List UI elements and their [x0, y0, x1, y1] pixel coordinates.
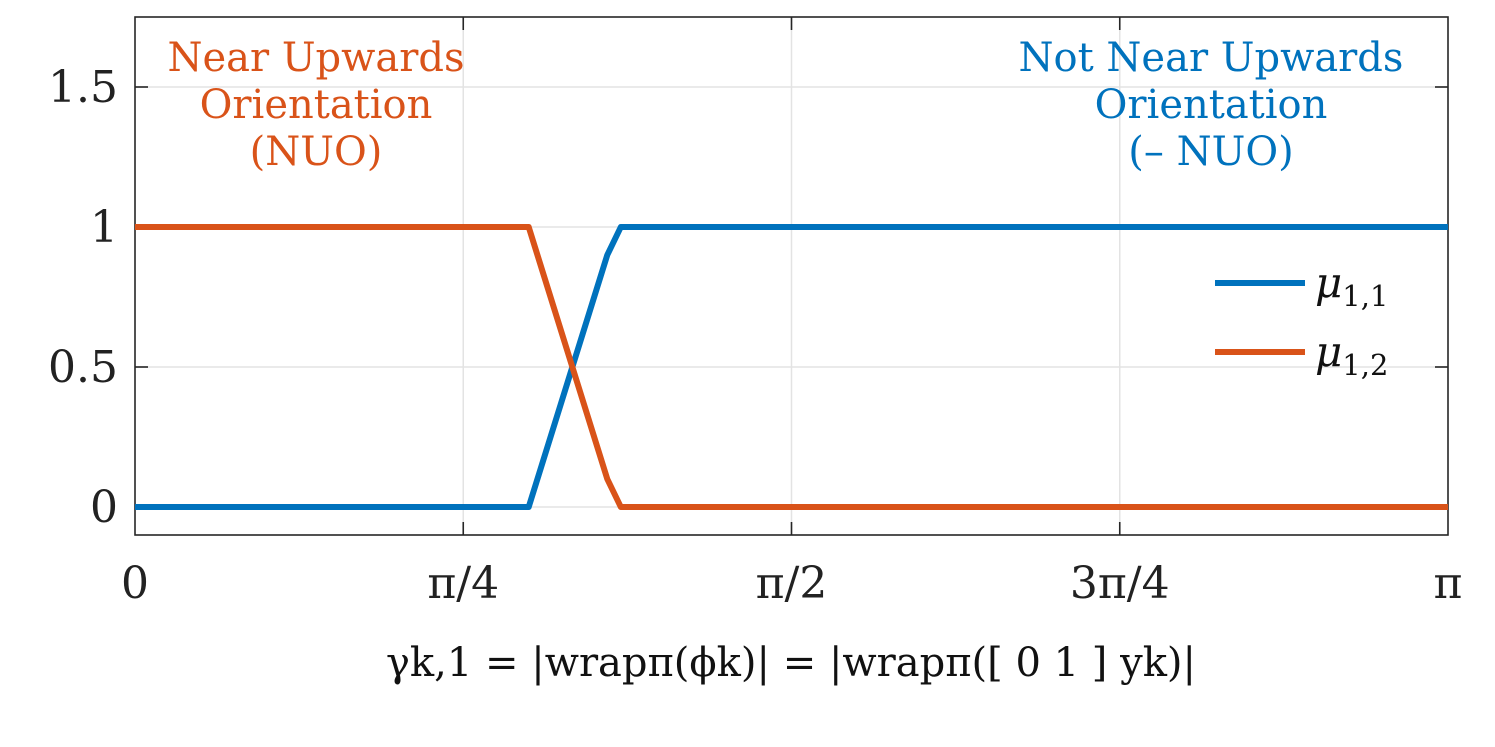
- annotation-line: (– NUO): [1128, 129, 1293, 175]
- annotation-line: (NUO): [250, 129, 383, 175]
- y-tick-label: 0.5: [48, 342, 118, 393]
- annotation-top-left: Near Upwards Orientation (NUO): [167, 35, 464, 175]
- y-tick-label: 1: [90, 202, 118, 253]
- series-line-1: [135, 224, 1448, 510]
- y-tick-labels: 0 0.5 1 1.5: [48, 62, 118, 533]
- x-tick-label: 3π/4: [1070, 558, 1170, 609]
- x-tick-label: π/4: [427, 558, 499, 609]
- annotation-line: Orientation: [1095, 82, 1328, 128]
- legend-label-subscript: 1,2: [1342, 348, 1388, 382]
- annotation-line: Not Near Upwards: [1019, 35, 1404, 81]
- x-axis-label: γk,1 = |wrapπ(ϕk)| = |wrapπ([ 0 1 ] yk)|: [386, 640, 1196, 686]
- x-tick-label: π: [1434, 558, 1463, 609]
- legend-label-main: μ: [1315, 258, 1342, 307]
- legend: μ1,1μ1,2: [1215, 258, 1388, 382]
- legend-label-subscript: 1,1: [1342, 279, 1388, 313]
- legend-label-2: μ1,2: [1315, 327, 1388, 382]
- axis-ticks: [135, 17, 1448, 535]
- legend-label-1: μ1,1: [1315, 258, 1388, 313]
- annotations: Near Upwards Orientation (NUO)Not Near Upw…: [167, 35, 1403, 175]
- series-line-2: [135, 224, 1448, 510]
- x-tick-label: π/2: [756, 558, 828, 609]
- annotation-top-right: Not Near Upwards Orientation (– NUO): [1019, 35, 1404, 175]
- legend-label-main: μ: [1315, 327, 1342, 376]
- x-tick-labels: 0 π/4 π/2 3π/4 π: [121, 558, 1462, 609]
- series-lines: [135, 224, 1448, 510]
- y-tick-label: 1.5: [48, 62, 118, 113]
- annotation-line: Near Upwards: [167, 35, 464, 81]
- x-tick-label: 0: [121, 558, 149, 609]
- annotation-line: Orientation: [200, 82, 433, 128]
- y-tick-label: 0: [90, 482, 118, 533]
